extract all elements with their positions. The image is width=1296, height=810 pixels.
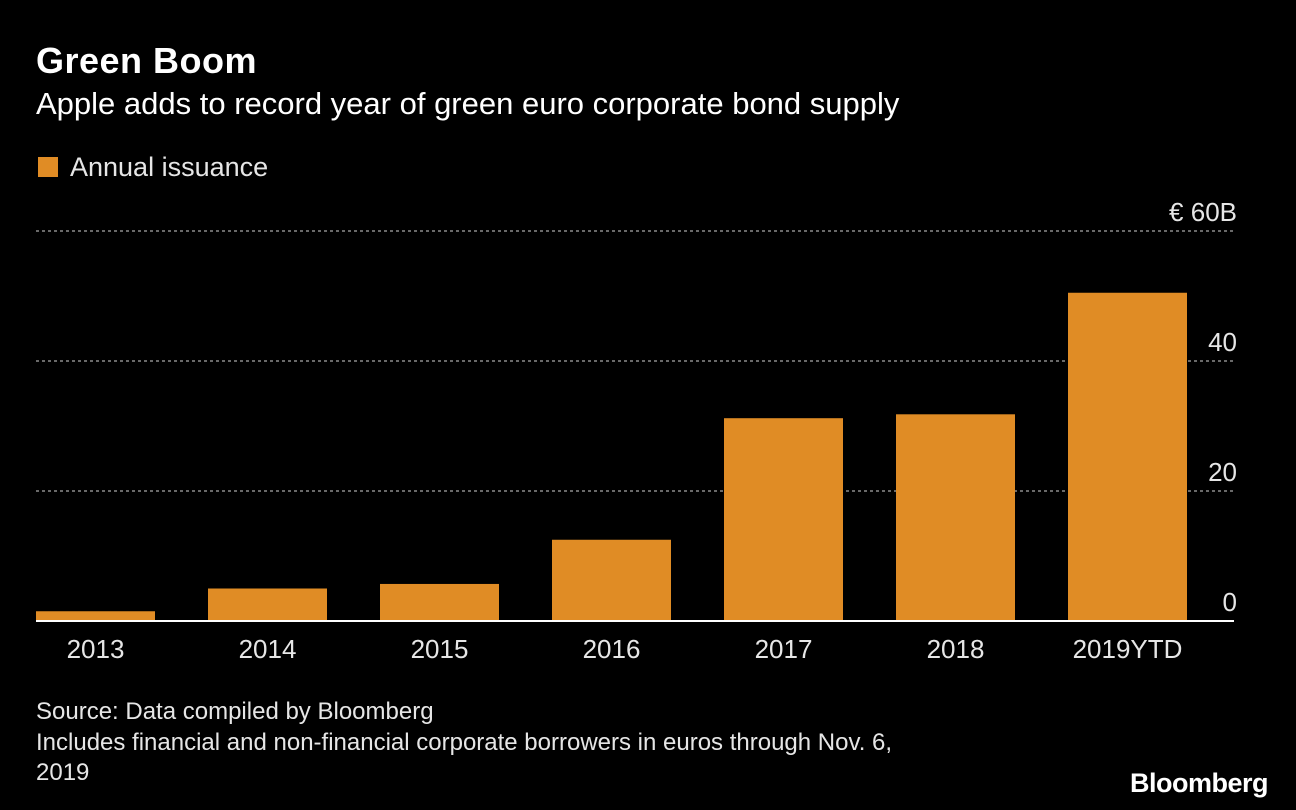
x-tick-label-2019YTD: 2019YTD: [1073, 634, 1183, 664]
footnote-line-1: Includes financial and non-financial cor…: [36, 729, 893, 756]
bar-2019YTD: [1068, 292, 1187, 621]
y-tick-label-60: € 60B: [1169, 197, 1237, 227]
x-tick-label-2013: 2013: [67, 634, 125, 664]
footnote-line-2: 2019: [36, 759, 90, 786]
x-tick-label-2017: 2017: [755, 634, 813, 664]
bar-chart: 0 20 40 € 60B 2013 2014 2015 2016 2017 2018 2019YT…: [36, 197, 1237, 664]
bloomberg-logo: Bloomberg: [1129, 768, 1269, 798]
chart-subtitle: Apple adds to record year of green euro …: [36, 86, 900, 121]
bar-2017: [724, 418, 843, 621]
x-tick-label-2014: 2014: [239, 634, 297, 664]
bar-2013: [36, 611, 155, 621]
bar-2016: [552, 539, 671, 621]
y-tick-label-0: 0: [1223, 587, 1237, 617]
y-tick-label-40: 40: [1208, 327, 1237, 357]
bar-2015: [380, 583, 499, 621]
bar-2014: [208, 588, 327, 621]
x-tick-label-2016: 2016: [583, 634, 641, 664]
bar-2018: [896, 414, 1015, 621]
chart-title: Green Boom: [36, 40, 258, 81]
y-tick-label-20: 20: [1208, 457, 1237, 487]
legend-swatch: [38, 157, 58, 177]
x-tick-label-2018: 2018: [927, 634, 985, 664]
legend-label: Annual issuance: [70, 151, 269, 182]
legend: Annual issuance: [38, 152, 268, 182]
source-note: Source: Data compiled by Bloomberg: [36, 698, 434, 725]
x-tick-label-2015: 2015: [411, 634, 469, 664]
